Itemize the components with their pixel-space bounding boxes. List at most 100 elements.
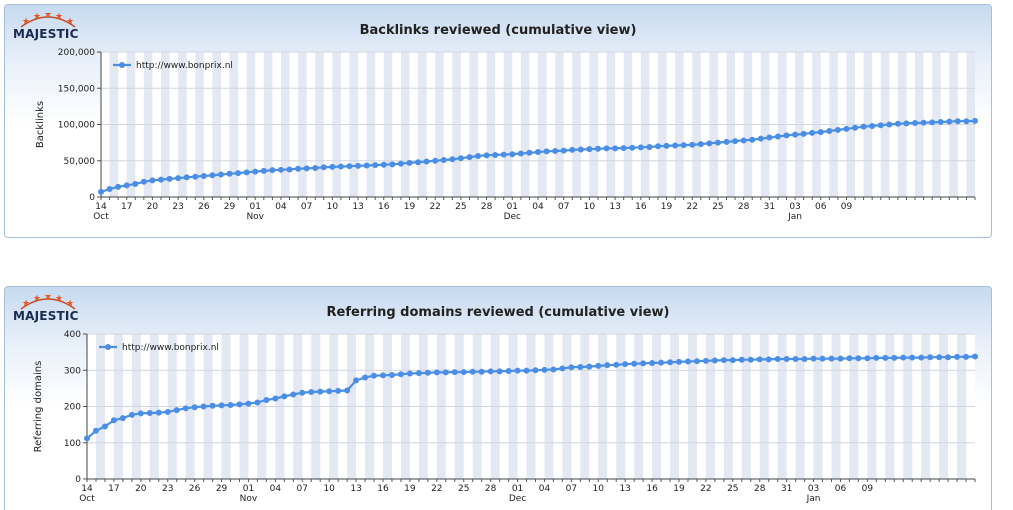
data-point — [706, 140, 713, 147]
majestic-logo: ★ ★ ★ ★ ★ MAJESTIC — [13, 10, 83, 47]
data-point — [654, 143, 661, 150]
data-point — [355, 162, 362, 169]
data-point — [415, 370, 422, 377]
data-point — [335, 387, 342, 394]
y-tick-label: 0 — [89, 193, 95, 203]
data-point — [363, 162, 370, 169]
data-point — [353, 377, 360, 384]
data-point — [663, 142, 670, 149]
x-month-label: Dec — [504, 212, 521, 222]
data-point — [535, 149, 541, 156]
data-point — [110, 417, 117, 424]
x-tick-label: 06 — [815, 202, 827, 212]
x-tick-label: 03 — [789, 202, 800, 212]
data-point — [478, 368, 485, 375]
data-point — [711, 357, 718, 364]
data-point — [693, 358, 700, 365]
data-point — [483, 152, 490, 159]
x-tick-label: 16 — [378, 202, 390, 212]
legend-marker — [105, 344, 111, 350]
data-point — [586, 146, 593, 153]
data-point — [577, 146, 584, 153]
logo-text: MAJESTIC — [13, 27, 79, 41]
data-point — [604, 362, 611, 369]
data-point — [912, 120, 919, 127]
data-point — [577, 363, 584, 370]
data-point — [646, 143, 653, 150]
data-point — [137, 410, 144, 417]
data-point — [801, 356, 808, 363]
data-point — [918, 354, 925, 361]
y-tick-label: 100 — [64, 439, 81, 449]
data-point — [263, 396, 270, 403]
data-point — [560, 147, 567, 154]
data-point — [200, 403, 207, 410]
legend-marker — [119, 62, 125, 68]
data-point — [175, 175, 182, 182]
data-point — [290, 391, 297, 398]
x-tick-label: 28 — [738, 202, 750, 212]
data-point — [424, 369, 431, 376]
data-point — [877, 122, 884, 129]
data-point — [697, 141, 704, 148]
data-point — [882, 354, 889, 361]
data-point — [295, 165, 302, 172]
y-tick-label: 150,000 — [58, 84, 95, 94]
data-point — [397, 371, 404, 378]
data-point — [637, 144, 644, 151]
svg-text:★: ★ — [44, 295, 52, 302]
data-point — [326, 388, 333, 395]
data-point — [954, 118, 961, 125]
x-tick-label: 29 — [224, 202, 236, 212]
data-point — [475, 153, 482, 160]
data-point — [732, 138, 739, 145]
data-point — [517, 150, 524, 157]
backlinks-chart-panel: ★ ★ ★ ★ ★ MAJESTIC Backlinks reviewed (c… — [4, 4, 992, 238]
x-tick-label: 29 — [216, 484, 228, 494]
x-tick-label: 14 — [95, 202, 107, 212]
data-point — [595, 362, 602, 369]
data-point — [810, 355, 817, 362]
data-point — [226, 170, 233, 177]
data-point — [155, 409, 162, 416]
x-tick-label: 10 — [327, 202, 339, 212]
data-point — [672, 142, 679, 149]
data-point — [586, 363, 593, 370]
x-tick-label: 17 — [108, 484, 119, 494]
data-point — [460, 369, 467, 376]
data-point — [568, 364, 575, 371]
x-tick-label: 09 — [841, 202, 853, 212]
data-point — [329, 163, 336, 170]
y-tick-label: 100,000 — [58, 121, 95, 131]
x-tick-label: 07 — [301, 202, 312, 212]
data-point — [164, 408, 171, 415]
data-point — [514, 367, 521, 374]
y-tick-label: 400 — [64, 330, 81, 340]
svg-text:★: ★ — [33, 13, 41, 22]
data-point — [388, 371, 395, 378]
data-point — [649, 360, 656, 366]
data-point — [123, 182, 130, 189]
data-point — [532, 367, 539, 374]
data-point — [640, 360, 647, 367]
x-tick-label: 03 — [808, 484, 819, 494]
data-point — [900, 354, 907, 361]
data-point — [362, 374, 369, 381]
x-tick-label: 20 — [135, 484, 147, 494]
data-point — [98, 188, 104, 195]
data-point — [252, 168, 259, 175]
data-point — [828, 355, 835, 362]
data-point — [380, 161, 387, 168]
data-point — [260, 167, 267, 174]
data-point — [622, 361, 629, 368]
data-point — [277, 166, 284, 173]
data-point — [629, 144, 636, 151]
data-point — [826, 128, 833, 135]
data-point — [680, 142, 687, 149]
data-point — [254, 399, 261, 406]
x-tick-label: 26 — [198, 202, 210, 212]
y-tick-label: 0 — [75, 475, 81, 485]
logo-stars-icon: ★ ★ ★ ★ ★ — [20, 10, 76, 28]
x-month-label: Oct — [79, 494, 95, 504]
x-month-label: Jan — [787, 212, 802, 222]
